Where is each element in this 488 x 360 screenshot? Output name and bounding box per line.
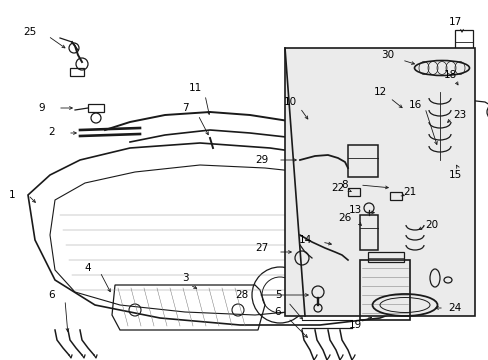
Text: 27: 27 bbox=[255, 243, 268, 253]
Bar bbox=[70, 68, 84, 76]
Text: 26: 26 bbox=[338, 213, 351, 223]
Text: 9: 9 bbox=[39, 103, 45, 113]
Bar bbox=[389, 192, 401, 200]
Text: 10: 10 bbox=[283, 97, 296, 107]
Text: 4: 4 bbox=[84, 263, 91, 273]
Text: 20: 20 bbox=[425, 220, 438, 230]
Text: 8: 8 bbox=[341, 180, 347, 190]
Text: 30: 30 bbox=[381, 50, 394, 60]
Text: 15: 15 bbox=[447, 170, 461, 180]
Text: 7: 7 bbox=[182, 103, 188, 113]
Text: 2: 2 bbox=[49, 127, 55, 137]
Bar bbox=[285, 48, 474, 316]
Bar bbox=[359, 260, 409, 320]
Bar bbox=[88, 104, 104, 112]
Bar bbox=[359, 215, 377, 250]
Text: 19: 19 bbox=[347, 320, 361, 330]
Text: 29: 29 bbox=[255, 155, 268, 165]
Text: 3: 3 bbox=[182, 273, 188, 283]
Text: 23: 23 bbox=[452, 110, 466, 120]
Text: 24: 24 bbox=[447, 303, 461, 313]
Text: 17: 17 bbox=[447, 17, 461, 27]
Text: 28: 28 bbox=[235, 290, 248, 300]
Bar bbox=[347, 145, 377, 177]
Text: 13: 13 bbox=[347, 205, 361, 215]
Text: 12: 12 bbox=[373, 87, 386, 97]
Bar bbox=[367, 252, 403, 262]
Text: 16: 16 bbox=[407, 100, 421, 110]
Text: 6: 6 bbox=[274, 307, 281, 317]
Text: 21: 21 bbox=[403, 187, 416, 197]
Text: 25: 25 bbox=[23, 27, 37, 37]
Text: 5: 5 bbox=[274, 290, 281, 300]
Text: 14: 14 bbox=[298, 235, 311, 245]
Text: 18: 18 bbox=[443, 70, 456, 80]
Text: 11: 11 bbox=[188, 83, 201, 93]
Text: 1: 1 bbox=[9, 190, 15, 200]
Bar bbox=[452, 85, 466, 107]
Text: 22: 22 bbox=[331, 183, 344, 193]
Bar bbox=[347, 188, 359, 196]
Bar bbox=[454, 30, 472, 70]
Text: 6: 6 bbox=[49, 290, 55, 300]
